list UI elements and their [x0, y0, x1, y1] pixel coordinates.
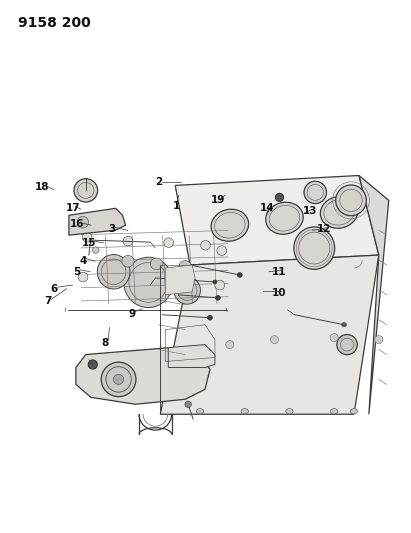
Polygon shape: [69, 208, 125, 235]
Polygon shape: [359, 175, 389, 414]
Polygon shape: [160, 255, 379, 414]
Ellipse shape: [78, 272, 88, 282]
Ellipse shape: [330, 409, 338, 414]
Ellipse shape: [304, 181, 326, 204]
Ellipse shape: [113, 374, 124, 384]
Ellipse shape: [196, 409, 204, 414]
Text: 6: 6: [51, 284, 58, 294]
Text: 8: 8: [102, 338, 109, 349]
Ellipse shape: [124, 257, 173, 308]
Polygon shape: [76, 348, 210, 404]
Text: 15: 15: [82, 238, 97, 248]
Ellipse shape: [266, 202, 303, 234]
Ellipse shape: [201, 240, 210, 250]
Text: 2: 2: [155, 176, 162, 187]
Text: 9158 200: 9158 200: [18, 16, 90, 30]
Text: 18: 18: [35, 182, 49, 192]
Ellipse shape: [185, 401, 192, 407]
Text: 7: 7: [45, 296, 52, 306]
Text: 11: 11: [272, 267, 286, 277]
Ellipse shape: [217, 246, 227, 255]
Text: 4: 4: [79, 256, 87, 266]
Ellipse shape: [174, 277, 201, 304]
Text: 14: 14: [259, 203, 274, 213]
Ellipse shape: [336, 185, 366, 216]
Ellipse shape: [330, 334, 338, 342]
Ellipse shape: [164, 238, 174, 247]
Ellipse shape: [215, 295, 220, 300]
Polygon shape: [165, 265, 195, 295]
Ellipse shape: [101, 362, 136, 397]
Ellipse shape: [208, 316, 212, 320]
Text: 17: 17: [65, 203, 80, 213]
Ellipse shape: [270, 336, 279, 344]
Text: 19: 19: [210, 195, 225, 205]
Text: 12: 12: [316, 224, 331, 235]
Text: 13: 13: [302, 206, 317, 216]
Polygon shape: [175, 175, 379, 265]
Ellipse shape: [342, 322, 346, 327]
Ellipse shape: [150, 258, 163, 270]
Ellipse shape: [226, 341, 234, 349]
Ellipse shape: [97, 255, 130, 289]
Ellipse shape: [213, 280, 217, 284]
Text: 1: 1: [173, 200, 180, 211]
Ellipse shape: [77, 216, 88, 228]
Ellipse shape: [74, 179, 98, 202]
Text: 16: 16: [69, 219, 84, 229]
Ellipse shape: [241, 409, 248, 414]
Ellipse shape: [123, 236, 133, 246]
Ellipse shape: [237, 272, 242, 277]
Ellipse shape: [286, 409, 293, 414]
Ellipse shape: [375, 336, 383, 344]
Ellipse shape: [179, 261, 191, 272]
Ellipse shape: [211, 209, 249, 241]
Ellipse shape: [275, 193, 284, 201]
Ellipse shape: [92, 247, 99, 253]
Text: 3: 3: [108, 224, 115, 235]
Text: 9: 9: [129, 309, 136, 319]
Ellipse shape: [82, 232, 92, 242]
Ellipse shape: [350, 409, 358, 414]
Text: 10: 10: [272, 288, 286, 298]
Ellipse shape: [320, 196, 358, 228]
Ellipse shape: [122, 255, 134, 267]
Polygon shape: [168, 345, 215, 367]
Text: 5: 5: [73, 267, 81, 277]
Ellipse shape: [215, 280, 225, 290]
Ellipse shape: [294, 227, 335, 269]
Ellipse shape: [88, 360, 97, 369]
Ellipse shape: [337, 335, 357, 354]
